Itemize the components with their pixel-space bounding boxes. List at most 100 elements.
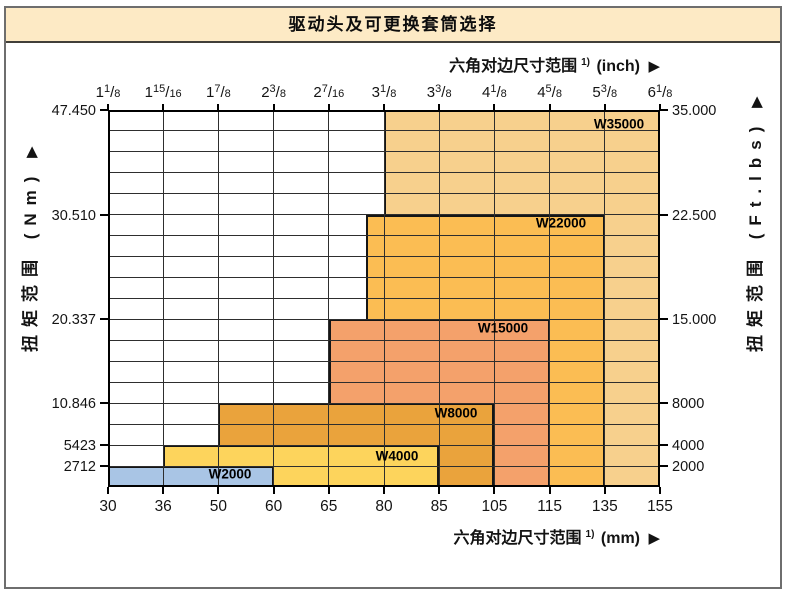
x-axis-label-inch: 41/8 [482,83,507,101]
y-tick-right [660,109,668,111]
x-axis-label-inch: 23/8 [261,83,286,101]
x-tick-bottom [107,487,109,494]
gridline-horizontal [108,444,660,446]
right-arrow-icon: ▶ [648,58,660,75]
gridline-horizontal [108,381,660,383]
y-tick-right [660,213,668,216]
x-axis-label-mm: 85 [430,498,448,515]
y-tick-right [660,444,668,447]
y-tick-left [100,444,108,447]
y-tick-left [100,109,108,111]
x-axis-label-mm: 30 [99,498,117,515]
x-tick-top [383,104,385,110]
gridline-horizontal [108,402,660,404]
gridline-horizontal [108,256,660,258]
y-tick-right [660,402,668,405]
x-tick-top [217,104,220,110]
x-axis-label-inch: 11/8 [95,83,121,101]
y-axis-label-left: 47.450 [51,103,96,119]
x-axis-label-inch: 33/8 [426,83,452,101]
x-tick-top [272,104,275,110]
x-tick-bottom [659,487,661,494]
y-axis-label-right: 8000 [672,396,705,413]
gridline-horizontal [108,423,660,425]
top-axis-title-text: 六角对边尺寸范围 [449,58,578,75]
region-label-W8000: W8000 [434,405,478,421]
region-label-W22000: W22000 [535,215,587,231]
gridline-horizontal [108,339,660,341]
x-axis-label-inch: 53/8 [592,83,618,101]
x-axis-label-inch: 45/8 [537,83,562,101]
gridline-horizontal [108,214,660,216]
x-tick-bottom [162,487,165,494]
x-axis-label-mm: 60 [264,498,283,515]
y-axis-label-left: 20.337 [51,312,96,329]
x-tick-bottom [438,487,441,494]
x-axis-label-mm: 155 [647,498,673,515]
x-axis-label-mm: 135 [591,498,618,515]
plot-border [108,110,660,487]
y-tick-right [660,318,668,321]
y-axis-label-right: 15.000 [672,312,717,329]
y-axis-label-right: 4000 [672,438,705,455]
y-axis-label-left: 30.510 [51,207,96,224]
footnote-marker: 1) [581,56,590,68]
y-axis-label-right: 22.500 [672,207,717,224]
x-tick-top [548,104,551,110]
x-axis-label-inch: 27/16 [313,83,345,101]
region-label-W2000: W2000 [208,466,252,482]
gridline-horizontal [108,465,660,467]
x-axis-label-mm: 115 [537,498,562,515]
x-axis-label-inch: 31/8 [371,83,397,101]
y-tick-left [100,402,108,405]
bottom-axis-title: 六角对边尺寸范围 1) (mm) ▶ [454,524,660,548]
x-tick-bottom [383,487,385,494]
gridline-horizontal [108,360,660,362]
x-tick-bottom [327,487,330,494]
y-tick-left [100,213,108,216]
x-axis-label-mm: 65 [320,498,338,515]
x-tick-top [162,104,165,110]
top-axis-title: 六角对边尺寸范围 1) (inch) ▶ [449,52,660,76]
x-axis-label-mm: 80 [375,498,393,515]
region-label-W35000: W35000 [593,116,645,132]
region-label-W4000: W4000 [375,448,419,464]
region-label-W15000: W15000 [477,320,529,336]
x-tick-bottom [548,487,551,494]
y-axis-label-left: 2712 [63,459,96,476]
gridline-horizontal [108,298,660,299]
gridline-horizontal [108,235,660,237]
x-tick-bottom [272,487,275,494]
x-axis-label-inch: 61/8 [647,83,673,101]
x-tick-top [438,104,441,110]
plot-area: 47.450 30.510 20.337 10.846 5423 2712 35.000 22… [52,83,717,515]
x-tick-top [493,104,496,110]
y-tick-left [100,318,108,321]
bottom-axis-title-text: 六角对边尺寸范围 [453,530,582,547]
y-axis-label-right: 35.000 [672,103,717,119]
right-axis-title-text: 扭矩范围 (Ft.lbs) [746,118,765,352]
chart-title: 驱动头及可更换套筒选择 [288,15,498,34]
bottom-axis-unit: (mm) [600,530,640,547]
x-axis-label-inch: 17/8 [206,83,231,101]
x-tick-top [659,104,661,110]
x-tick-bottom [217,487,220,494]
y-axis-label-left: 5423 [63,438,96,455]
gridline-horizontal [108,130,660,132]
y-tick-left [100,465,108,468]
x-tick-top [107,104,109,110]
footnote-marker: 1) [585,528,595,540]
top-axis-unit: (inch) [596,58,640,75]
right-arrow-icon: ▶ [648,530,660,547]
gridline-horizontal [108,277,660,279]
y-axis-label-right: 2000 [672,459,705,476]
chart-title-bar: 驱动头及可更换套筒选择 [6,8,780,43]
x-axis-label-mm: 36 [154,498,172,515]
gridline-horizontal [108,151,660,153]
x-axis-label-inch: 115/16 [144,83,182,101]
x-axis-label-mm: 50 [209,498,228,515]
up-arrow-icon: ▶ [23,146,40,158]
x-axis-label-mm: 105 [481,498,508,515]
y-axis-label-left: 10.846 [51,396,96,413]
